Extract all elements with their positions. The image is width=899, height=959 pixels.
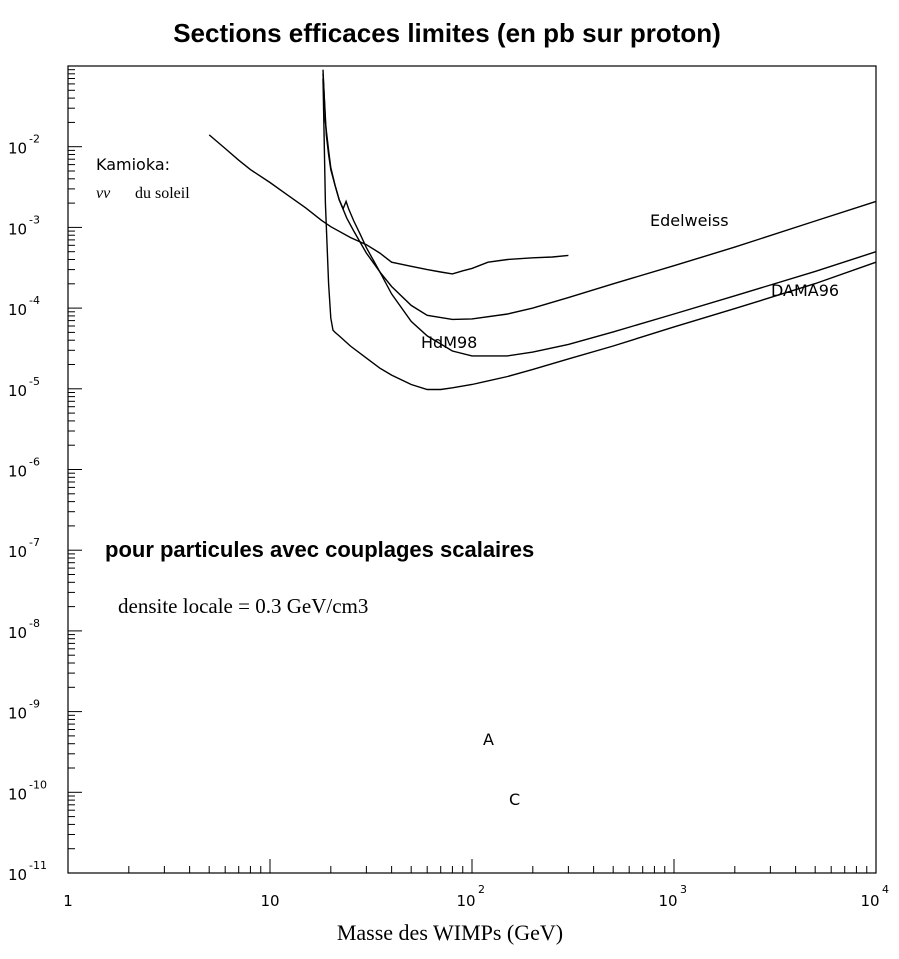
- svg-text:3: 3: [680, 883, 687, 896]
- svg-text:-2: -2: [29, 133, 40, 146]
- marker-a: A: [483, 730, 494, 749]
- svg-text:10: 10: [8, 866, 27, 884]
- y-axis-ticks: [68, 65, 82, 874]
- svg-text:-11: -11: [29, 859, 47, 872]
- chart-title: Sections efficaces limites (en pb sur pr…: [173, 18, 721, 48]
- svg-text:-5: -5: [29, 375, 40, 388]
- y-tick-label: 10-3: [8, 213, 40, 238]
- note-scalar-couplings: pour particules avec couplages scalaires: [105, 537, 534, 562]
- y-tick-label: 10-11: [8, 859, 47, 884]
- svg-text:-3: -3: [29, 213, 40, 226]
- y-axis-tick-labels: 10-210-310-410-510-610-710-810-910-1010-…: [8, 133, 47, 884]
- svg-text:-10: -10: [29, 778, 47, 791]
- svg-text:10: 10: [260, 892, 279, 910]
- svg-text:10: 10: [860, 892, 879, 910]
- y-tick-label: 10-6: [8, 456, 40, 481]
- note-local-density: densite locale = 0.3 GeV/cm3: [118, 594, 368, 618]
- svg-text:10: 10: [8, 382, 27, 400]
- x-tick-label: 1: [63, 892, 73, 910]
- svg-text:10: 10: [8, 543, 27, 561]
- svg-text:-4: -4: [29, 294, 40, 307]
- svg-text:10: 10: [8, 463, 27, 481]
- curve-hdm98: [322, 69, 877, 357]
- svg-text:-7: -7: [29, 536, 40, 549]
- x-axis-ticks: [67, 859, 877, 873]
- y-tick-label: 10-7: [8, 536, 40, 561]
- x-tick-label: 104: [860, 883, 889, 910]
- label-edelweiss: Edelweiss: [650, 211, 729, 230]
- svg-text:10: 10: [8, 301, 27, 319]
- svg-text:10: 10: [8, 705, 27, 723]
- svg-text:10: 10: [456, 892, 475, 910]
- label-kamioka: Kamioka:: [96, 155, 170, 174]
- y-tick-label: 10-4: [8, 294, 40, 319]
- label-dama96: DAMA96: [771, 281, 839, 300]
- svg-text:1: 1: [63, 892, 73, 910]
- x-tick-label: 102: [456, 883, 485, 910]
- svg-text:-8: -8: [29, 617, 40, 630]
- svg-text:10: 10: [8, 140, 27, 158]
- svg-text:-6: -6: [29, 456, 40, 469]
- svg-text:2: 2: [478, 883, 485, 896]
- y-tick-label: 10-5: [8, 375, 40, 400]
- svg-text:10: 10: [658, 892, 677, 910]
- y-tick-label: 10-2: [8, 133, 40, 158]
- y-tick-label: 10-10: [8, 778, 47, 803]
- limit-curves: [208, 69, 877, 391]
- svg-text:10: 10: [8, 785, 27, 803]
- x-tick-label: 10: [260, 892, 279, 910]
- label-kamioka-nu: νν: [96, 185, 111, 202]
- svg-text:4: 4: [882, 883, 889, 896]
- x-axis-title: Masse des WIMPs (GeV): [337, 920, 563, 945]
- svg-text:10: 10: [8, 220, 27, 238]
- svg-text:-9: -9: [29, 698, 40, 711]
- label-hdm98: HdM98: [421, 333, 477, 352]
- y-tick-label: 10-8: [8, 617, 40, 642]
- svg-text:10: 10: [8, 624, 27, 642]
- marker-c: C: [509, 790, 520, 809]
- x-tick-label: 103: [658, 883, 687, 910]
- curve-kamioka: [208, 134, 569, 275]
- y-tick-label: 10-9: [8, 698, 40, 723]
- label-kamioka-sun: du soleil: [135, 185, 190, 202]
- curve-dama96: [322, 78, 877, 391]
